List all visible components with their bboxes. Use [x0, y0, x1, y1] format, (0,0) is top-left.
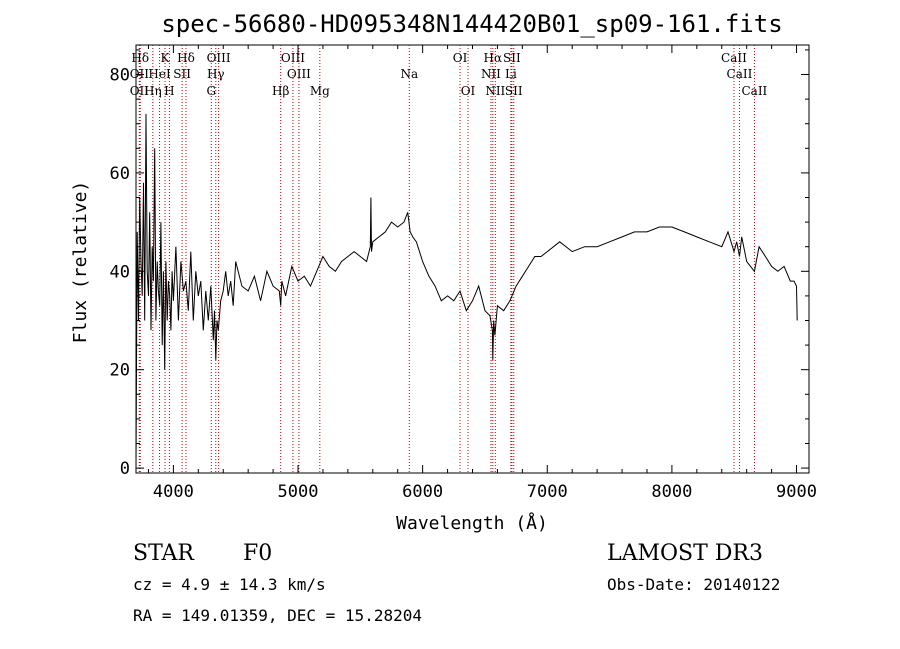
- x-tick-label: 5000: [278, 482, 319, 502]
- x-tick-label: 6000: [402, 482, 443, 502]
- spectral-subclass: F0: [243, 541, 272, 566]
- spectral-line-label: OI: [453, 51, 468, 65]
- spectral-line-label: OIII: [207, 51, 231, 65]
- spectral-line-label: SII: [503, 51, 521, 65]
- observation-date: Obs-Date: 20140122: [607, 575, 780, 594]
- spectrum-trace: [135, 113, 798, 469]
- spectral-line-label: SII: [173, 67, 191, 81]
- spectral-line-label: K: [161, 51, 171, 65]
- spectral-line-label: OII: [130, 67, 150, 81]
- spectral-line-label: Hδ: [131, 51, 149, 65]
- y-tick-label: 20: [110, 361, 130, 381]
- spectral-line-label: Hγ: [207, 67, 225, 81]
- y-axis-label: Flux (relative): [70, 181, 91, 344]
- spectral-line-label: G: [206, 84, 216, 98]
- spectral-line-label: Hβ: [272, 84, 289, 98]
- y-axis-ticks: 0 20 40 60 80: [110, 49, 809, 479]
- spectral-line-label: OIII: [281, 51, 305, 65]
- coordinates: RA = 149.01359, DEC = 15.28204: [133, 606, 422, 625]
- x-tick-label: 9000: [776, 482, 817, 502]
- spectral-line-label: Hη: [144, 84, 162, 98]
- spectral-line-label: OIII: [287, 67, 311, 81]
- x-tick-label: 4000: [153, 482, 194, 502]
- spectral-line-label: SII: [505, 84, 523, 98]
- spectral-line-label: Na: [400, 67, 418, 81]
- spectral-line-label: CaII: [727, 67, 753, 81]
- object-class: STAR: [133, 541, 195, 566]
- spectral-line-label: OI: [461, 84, 476, 98]
- spectral-line-label: Li: [505, 67, 517, 81]
- spectral-line-label: Hδ: [177, 51, 195, 65]
- spectral-line-label: HeI: [148, 67, 171, 81]
- spectral-line-label: Hα: [484, 51, 503, 65]
- y-tick-label: 60: [110, 164, 130, 184]
- survey-name: LAMOST DR3: [607, 541, 763, 566]
- x-axis-label: Wavelength (Å): [396, 512, 548, 534]
- spectral-line-label: NII: [485, 84, 505, 98]
- spectral-line-label: Mg: [310, 84, 330, 98]
- x-axis-ticks: 4000 5000 6000 7000 8000 9000: [147, 45, 817, 502]
- spectral-line-label: CaII: [741, 84, 767, 98]
- plot-frame: [135, 44, 810, 474]
- x-tick-label: 7000: [527, 482, 568, 502]
- redshift-value: cz = 4.9 ± 14.3 km/s: [133, 575, 326, 594]
- x-tick-label: 8000: [651, 482, 692, 502]
- y-tick-label: 40: [110, 262, 130, 282]
- spectral-line-label: NII: [481, 67, 501, 81]
- spectral-line-label: CaII: [721, 51, 747, 65]
- spectral-lines: [138, 45, 755, 473]
- trace-layer: [135, 113, 798, 469]
- chart-title: spec-56680-HD095348N144420B01_sp09-161.f…: [161, 10, 782, 38]
- y-tick-label: 0: [120, 459, 130, 479]
- y-tick-label: 80: [110, 66, 130, 86]
- spectral-line-label: H: [164, 84, 174, 98]
- spectral-line-label: OII: [130, 84, 150, 98]
